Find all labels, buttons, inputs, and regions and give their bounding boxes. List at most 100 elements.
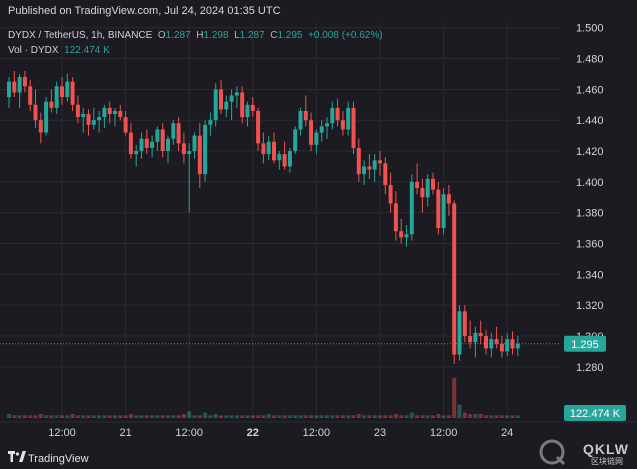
candle-body (139, 138, 144, 152)
volume-bar (303, 415, 308, 418)
y-tick-label: 1.400 (576, 177, 604, 189)
candle-body (282, 154, 287, 167)
candle-body (54, 86, 59, 108)
candle-body (325, 123, 329, 127)
volume-bar (489, 415, 494, 418)
candle-body (75, 104, 80, 118)
candle-body (197, 135, 202, 175)
volume-bar (446, 415, 451, 418)
volume-bar (340, 415, 345, 418)
volume-bar (510, 415, 515, 418)
x-tick-label: 12:00 (175, 427, 203, 439)
x-tick-label: 12:00 (48, 427, 76, 439)
volume-bar (7, 414, 11, 418)
candle-body (362, 166, 367, 175)
candle-body (229, 95, 234, 102)
candle-body (113, 110, 117, 115)
volume-bar (362, 415, 367, 418)
candle-body (367, 166, 372, 170)
legend-o-label: O (157, 30, 166, 41)
candle-body (309, 120, 314, 145)
x-tick-label: 24 (501, 427, 513, 439)
volume-bar (192, 415, 197, 418)
y-tick-label: 1.420 (576, 146, 604, 158)
candle-body (102, 107, 107, 118)
candle-body (192, 135, 197, 152)
publish-header: Published on TradingView.com, Jul 24, 20… (0, 0, 637, 22)
volume-bar (197, 415, 202, 418)
volume-bar (473, 414, 478, 418)
y-tick-label: 1.360 (576, 239, 604, 251)
candle-body (134, 151, 139, 155)
volume-bar (224, 415, 229, 418)
x-tick-label: 22 (247, 427, 259, 439)
chart-canvas[interactable]: 1.500 1.480 1.460 1.440 1.420 1.400 1.380 1.360… (0, 22, 637, 446)
volume-bar (181, 414, 186, 418)
volume-bar (33, 415, 38, 418)
candle-body (484, 336, 488, 349)
volume-bar (282, 415, 287, 418)
volume-bar (113, 415, 117, 418)
volume-bar (388, 415, 393, 418)
volume-bar (102, 415, 107, 418)
volume-bar (346, 415, 351, 418)
volume-bar (393, 414, 398, 418)
volume-bar (314, 415, 319, 418)
candle-body (187, 151, 192, 155)
candle-body (150, 141, 155, 148)
volume-bar (515, 415, 520, 418)
volume-bar (256, 415, 261, 418)
legend-volume-value: 122.474 K (64, 45, 110, 56)
volume-bar (287, 415, 292, 418)
volume-bar (505, 415, 510, 418)
volume-bar (245, 415, 250, 418)
volume-bar (60, 415, 64, 418)
y-tick-label: 1.500 (576, 23, 604, 35)
candle-body (128, 132, 133, 155)
watermark-text: QKLW (583, 441, 629, 457)
volume-bar (65, 415, 70, 418)
x-tick-label: 23 (374, 427, 386, 439)
candle-body (155, 129, 160, 142)
volume-bar (266, 414, 271, 418)
candle-body (335, 107, 340, 121)
volume-bar (436, 414, 441, 418)
legend-high: 1.298 (203, 30, 229, 41)
volume-bar (298, 415, 303, 418)
watermark-logo-icon (539, 439, 566, 466)
candle-body (436, 189, 441, 229)
candle-body (123, 117, 128, 133)
last-price-label: 1.295 (571, 339, 599, 351)
volume-bar (404, 415, 409, 418)
candle-body (7, 81, 11, 98)
candle-body (234, 92, 239, 96)
candle-body (383, 163, 388, 185)
candle-body (494, 339, 499, 344)
candle-body (340, 120, 345, 130)
candle-body (314, 132, 319, 145)
candle-body (261, 143, 266, 155)
volume-bar (335, 415, 340, 418)
volume-bar (160, 415, 165, 418)
candle-body (240, 92, 245, 118)
price-axis (560, 22, 637, 446)
candle-body (81, 114, 86, 118)
volume-bar (431, 415, 435, 418)
last-volume-badge (564, 405, 626, 421)
tradingview-logo-icon[interactable] (8, 451, 26, 463)
y-tick-label: 1.460 (576, 84, 604, 96)
candle-body (330, 107, 335, 124)
candle-body (160, 129, 165, 152)
volume-bar (372, 415, 377, 418)
footer-brand[interactable]: TradingView (28, 453, 89, 465)
volume-bar (208, 415, 213, 418)
volume-bar (28, 415, 33, 418)
chart-area[interactable]: 1.500 1.480 1.460 1.440 1.420 1.400 1.380 1.360… (0, 22, 637, 446)
volume-bar (462, 412, 467, 418)
volume-bar (123, 415, 128, 418)
candle-body (441, 194, 446, 229)
candle-body (272, 141, 276, 161)
candle-body (399, 231, 404, 238)
volume-bar (97, 415, 102, 418)
volume-bar (107, 415, 112, 418)
